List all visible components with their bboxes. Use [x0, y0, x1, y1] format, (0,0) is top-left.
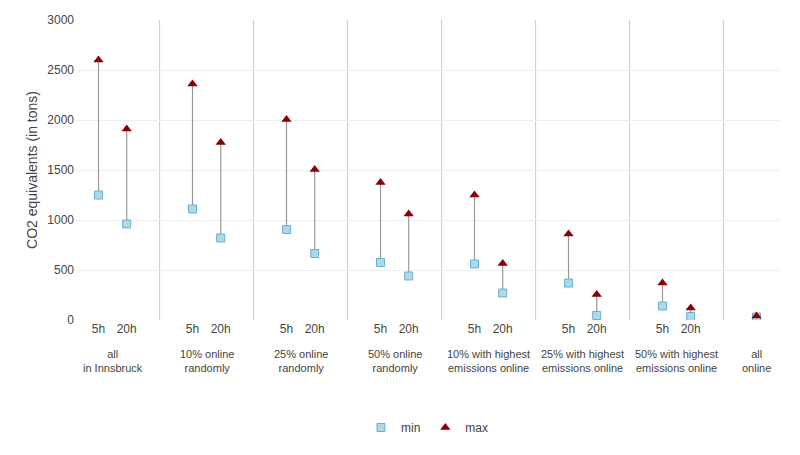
- svg-text:5h: 5h: [374, 322, 387, 336]
- svg-text:0: 0: [67, 313, 74, 327]
- svg-text:5h: 5h: [468, 322, 481, 336]
- svg-text:50% with highestemissions onli: 50% with highestemissions online: [635, 348, 718, 374]
- svg-text:50% onlinerandomly: 50% onlinerandomly: [368, 348, 422, 374]
- svg-text:20h: 20h: [117, 322, 137, 336]
- svg-text:10% with highestemissions onli: 10% with highestemissions online: [447, 348, 530, 374]
- svg-text:5h: 5h: [562, 322, 575, 336]
- svg-text:allonline: allonline: [742, 348, 771, 374]
- svg-text:20h: 20h: [305, 322, 325, 336]
- svg-text:25% onlinerandomly: 25% onlinerandomly: [274, 348, 328, 374]
- svg-text:2500: 2500: [47, 63, 74, 77]
- svg-text:min: min: [401, 421, 420, 435]
- svg-text:allin Innsbruck: allin Innsbruck: [83, 348, 143, 374]
- svg-text:5h: 5h: [92, 322, 105, 336]
- svg-text:2000: 2000: [47, 113, 74, 127]
- svg-text:20h: 20h: [587, 322, 607, 336]
- svg-text:500: 500: [54, 263, 74, 277]
- svg-text:20h: 20h: [399, 322, 419, 336]
- svg-text:1500: 1500: [47, 163, 74, 177]
- svg-text:5h: 5h: [186, 322, 199, 336]
- svg-text:5h: 5h: [280, 322, 293, 336]
- svg-text:10% onlinerandomly: 10% onlinerandomly: [180, 348, 234, 374]
- svg-text:5h: 5h: [656, 322, 669, 336]
- svg-text:20h: 20h: [681, 322, 701, 336]
- svg-text:25% with highestemissions onli: 25% with highestemissions online: [541, 348, 624, 374]
- svg-text:1000: 1000: [47, 213, 74, 227]
- svg-text:20h: 20h: [493, 322, 513, 336]
- svg-text:3000: 3000: [47, 13, 74, 27]
- svg-text:20h: 20h: [211, 322, 231, 336]
- svg-text:max: max: [465, 421, 488, 435]
- svg-text:CO2 equivalents (in tons): CO2 equivalents (in tons): [24, 91, 40, 249]
